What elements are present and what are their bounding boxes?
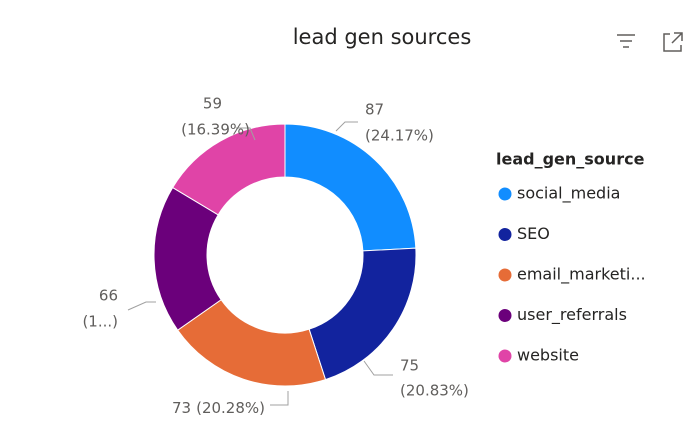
legend-label: email_marketi... — [517, 265, 646, 285]
leader-line — [236, 127, 256, 141]
chart-title: lead gen sources — [293, 25, 472, 49]
data-label-value: 66 — [99, 287, 118, 305]
legend-marker — [498, 309, 512, 322]
data-label-percent: (20.83%) — [400, 382, 469, 400]
legend-marker — [498, 268, 512, 282]
legend-title: lead_gen_source — [496, 150, 645, 169]
data-label-percent: (16.39%) — [181, 121, 250, 139]
filter-icon[interactable] — [617, 34, 635, 48]
data-label-percent: (1...) — [82, 313, 118, 331]
leader-line — [270, 391, 289, 406]
leader-line — [127, 301, 156, 311]
data-label-percent: (20.28%) — [196, 399, 265, 417]
donut-slice — [172, 123, 286, 216]
legend-marker — [498, 228, 512, 241]
legend-label: social_media — [517, 184, 620, 204]
leader-line — [335, 121, 358, 132]
legend-label: SEO — [517, 224, 550, 243]
focus-icon-frame — [663, 33, 682, 52]
data-label-value: 59 — [203, 95, 222, 113]
legend-marker — [498, 187, 512, 201]
data-label-value: 73 — [172, 399, 191, 417]
legend-label: website — [517, 346, 579, 365]
focus-icon-arrow — [671, 32, 683, 44]
leader-line — [363, 360, 393, 376]
data-label-value: 87 — [365, 101, 384, 119]
data-label: 73 (20.28%) — [172, 399, 265, 417]
legend-marker — [498, 349, 512, 363]
data-label-percent: (24.17%) — [365, 127, 434, 145]
focus-mode-icon[interactable] — [663, 32, 683, 52]
data-label-value: 75 — [400, 357, 419, 375]
legend-label: user_referrals — [517, 305, 627, 325]
